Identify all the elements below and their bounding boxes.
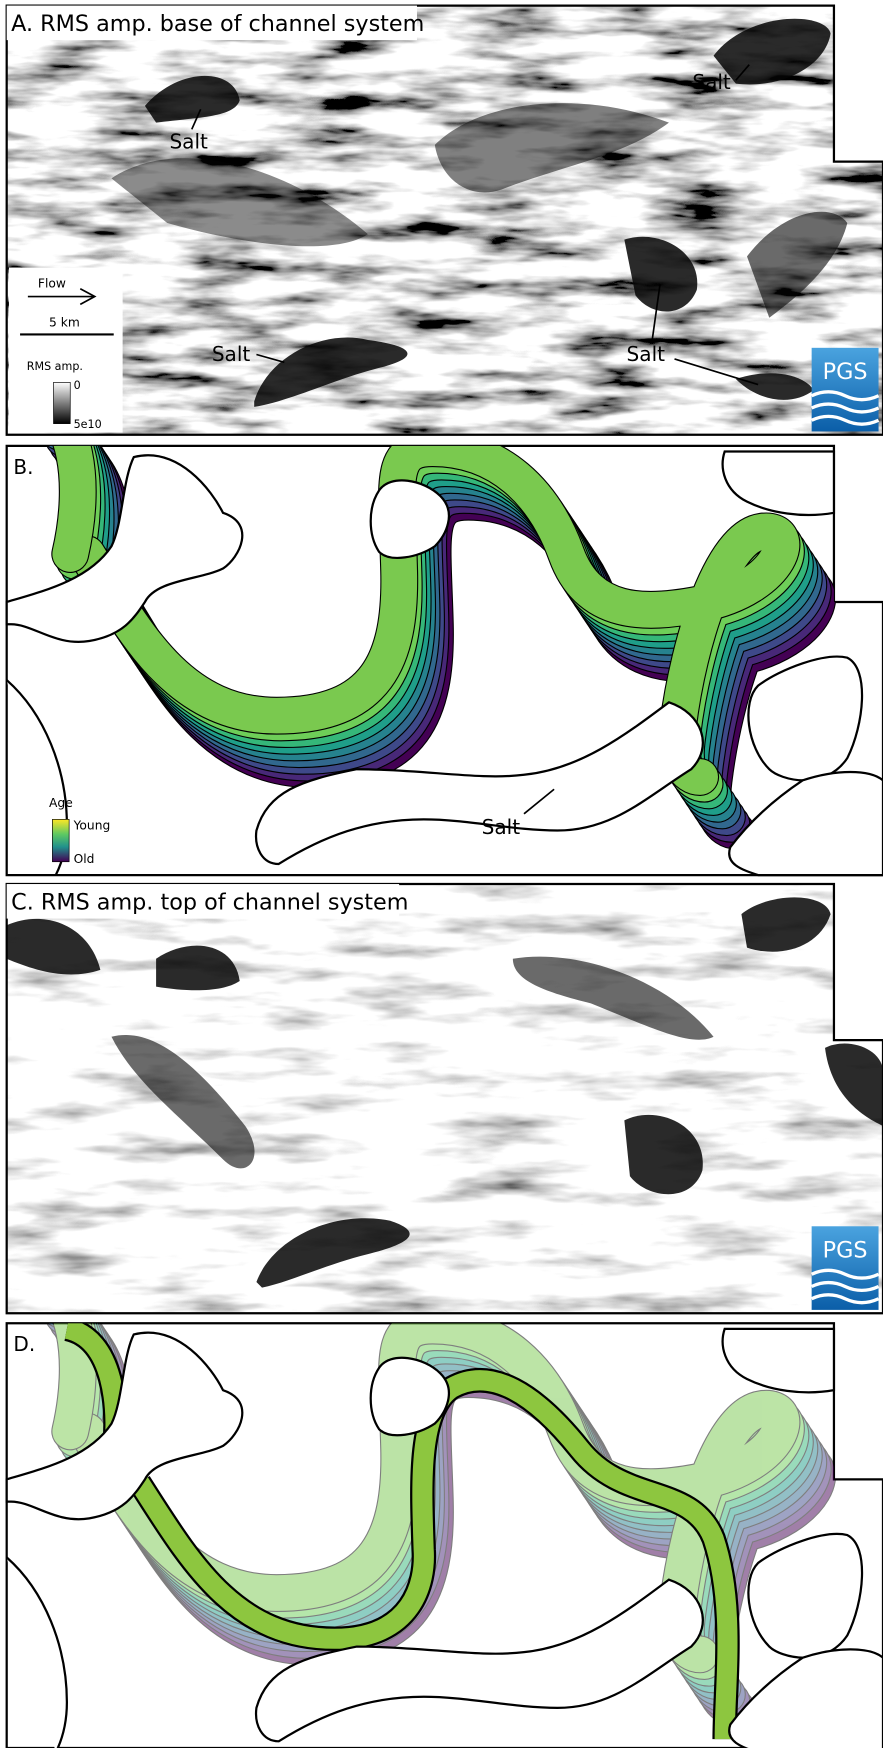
age-old: Old xyxy=(74,852,95,866)
scale-label: 5 km xyxy=(49,316,80,330)
figure: A. RMS amp. base of channel system Salt … xyxy=(0,0,883,1748)
logo-text: PGS xyxy=(823,359,868,385)
panel-d-title: D. xyxy=(13,1332,35,1356)
page-body: {"panels": [ {"label": "A. RMS amp. base… xyxy=(0,0,883,1748)
age-young: Young xyxy=(73,818,111,832)
salt-label: Salt xyxy=(169,129,208,153)
panel-c-title: C. RMS amp. top of channel system xyxy=(11,890,408,916)
colorbar-title: RMS amp. xyxy=(27,360,83,373)
pgs-logo: PGS xyxy=(812,348,879,432)
panel-c-image xyxy=(7,884,883,1313)
colorbar-max: 5e10 xyxy=(74,418,102,431)
flow-label: Flow xyxy=(38,277,66,291)
panel-a-image xyxy=(7,6,883,435)
salt-label: Salt xyxy=(212,342,251,366)
salt-label: Salt xyxy=(627,342,666,366)
panel-b-title: B. xyxy=(13,455,33,479)
colorbar xyxy=(54,382,71,423)
panel-a-title: A. RMS amp. base of channel system xyxy=(11,11,424,37)
salt-label: Salt xyxy=(482,815,521,839)
age-colorbar xyxy=(52,819,69,861)
page: Channel system figure html, body { margi… xyxy=(0,0,883,1748)
salt-label: Salt xyxy=(692,70,731,94)
pgs-logo: PGS xyxy=(812,1226,879,1310)
logo-text: PGS xyxy=(823,1237,868,1263)
colorbar-min: 0 xyxy=(74,379,81,392)
age-legend-title: Age xyxy=(49,796,73,810)
